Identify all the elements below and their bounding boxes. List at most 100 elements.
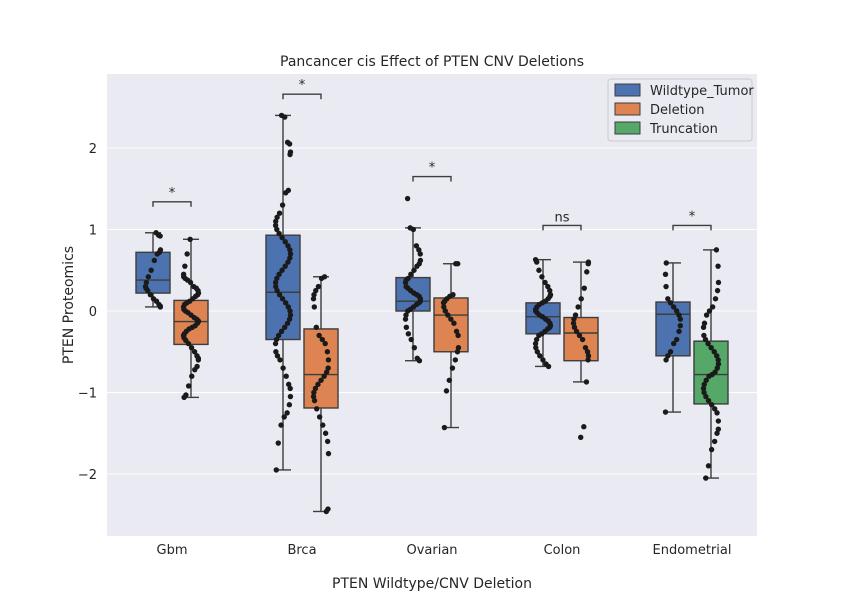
- data-point: [539, 274, 545, 280]
- data-point: [714, 410, 720, 416]
- box-rect: [173, 299, 209, 346]
- data-point: [272, 279, 279, 286]
- data-point: [286, 402, 293, 408]
- data-point: [192, 366, 198, 373]
- data-point: [667, 349, 674, 355]
- data-point: [706, 373, 712, 379]
- x-tick-label-endometrial: Endometrial: [653, 543, 732, 558]
- data-point: [416, 358, 423, 364]
- strip-points: [142, 112, 722, 515]
- data-point: [711, 349, 717, 355]
- data-point: [708, 344, 714, 351]
- data-point: [570, 320, 577, 326]
- data-point: [585, 261, 591, 267]
- data-point: [187, 279, 194, 286]
- data-point: [445, 312, 451, 318]
- data-point: [416, 247, 422, 253]
- data-point: [273, 283, 279, 290]
- y-tick-label: 2: [89, 142, 97, 157]
- data-point: [312, 385, 319, 392]
- data-point: [316, 332, 322, 339]
- data-point: [711, 438, 718, 445]
- data-point: [284, 320, 291, 326]
- data-point: [584, 269, 590, 275]
- significance-bracket: [542, 224, 582, 231]
- data-point: [670, 304, 677, 310]
- data-point: [715, 418, 722, 424]
- data-point: [715, 357, 721, 363]
- data-point: [449, 365, 456, 371]
- x-tick-label-ovarian: Ovarian: [406, 543, 457, 558]
- data-point: [452, 357, 459, 363]
- box-gbm-deletion: [173, 238, 209, 399]
- data-point: [310, 393, 317, 400]
- data-point: [585, 357, 591, 363]
- data-point: [411, 267, 417, 273]
- data-point: [283, 373, 289, 379]
- data-point: [325, 365, 331, 371]
- data-point: [157, 233, 163, 239]
- significance-label: *: [429, 161, 436, 176]
- data-point: [676, 328, 682, 335]
- significance-label: *: [299, 78, 306, 93]
- data-point: [310, 296, 317, 302]
- data-point: [663, 283, 669, 290]
- data-point: [188, 344, 195, 351]
- data-point: [319, 336, 325, 343]
- data-point: [536, 332, 542, 339]
- data-point: [284, 410, 290, 416]
- data-point: [287, 251, 294, 257]
- data-point: [705, 340, 711, 347]
- data-point: [413, 243, 420, 249]
- data-point: [287, 308, 293, 314]
- data-point: [455, 344, 462, 351]
- data-point: [275, 440, 281, 446]
- data-point: [665, 296, 671, 302]
- data-point: [285, 304, 292, 310]
- data-point: [571, 324, 578, 330]
- box-rect: [433, 297, 469, 353]
- x-tick-labels: Gbm Brca Ovarian Colon Endometrial: [157, 543, 732, 558]
- data-point: [324, 349, 331, 355]
- data-point: [701, 381, 707, 388]
- data-point: [273, 218, 279, 225]
- data-point: [665, 353, 671, 359]
- data-point: [714, 365, 721, 371]
- data-point: [278, 328, 285, 335]
- data-point: [714, 287, 721, 294]
- data-point: [276, 292, 283, 298]
- data-point: [663, 357, 669, 363]
- legend-label-deletion: Deletion: [650, 103, 705, 118]
- significance-label: *: [689, 209, 696, 224]
- data-point: [410, 226, 417, 233]
- data-point: [440, 300, 447, 306]
- data-point: [709, 304, 716, 310]
- data-point: [583, 379, 590, 385]
- data-point: [676, 312, 682, 318]
- data-point: [705, 397, 712, 404]
- box-ovarian-deletion: [433, 263, 469, 429]
- data-point: [411, 344, 418, 351]
- data-point: [581, 285, 587, 291]
- data-point: [405, 308, 411, 314]
- data-point: [279, 234, 285, 241]
- data-point: [442, 308, 448, 314]
- data-point: [324, 438, 331, 445]
- data-point: [286, 316, 293, 322]
- legend-frame: [607, 78, 753, 142]
- data-point: [274, 287, 280, 294]
- data-point: [147, 292, 154, 298]
- data-point: [321, 373, 327, 379]
- box-endometrial-wildtype-tumor: [655, 262, 691, 413]
- data-point: [700, 385, 707, 392]
- data-point: [275, 332, 282, 339]
- y-tick-label: −1: [78, 387, 97, 402]
- data-point: [322, 340, 328, 347]
- data-point: [578, 296, 584, 302]
- data-point: [677, 316, 684, 322]
- data-point: [273, 349, 279, 355]
- box-rect: [303, 328, 339, 409]
- data-point: [573, 328, 580, 335]
- data-point: [282, 324, 288, 330]
